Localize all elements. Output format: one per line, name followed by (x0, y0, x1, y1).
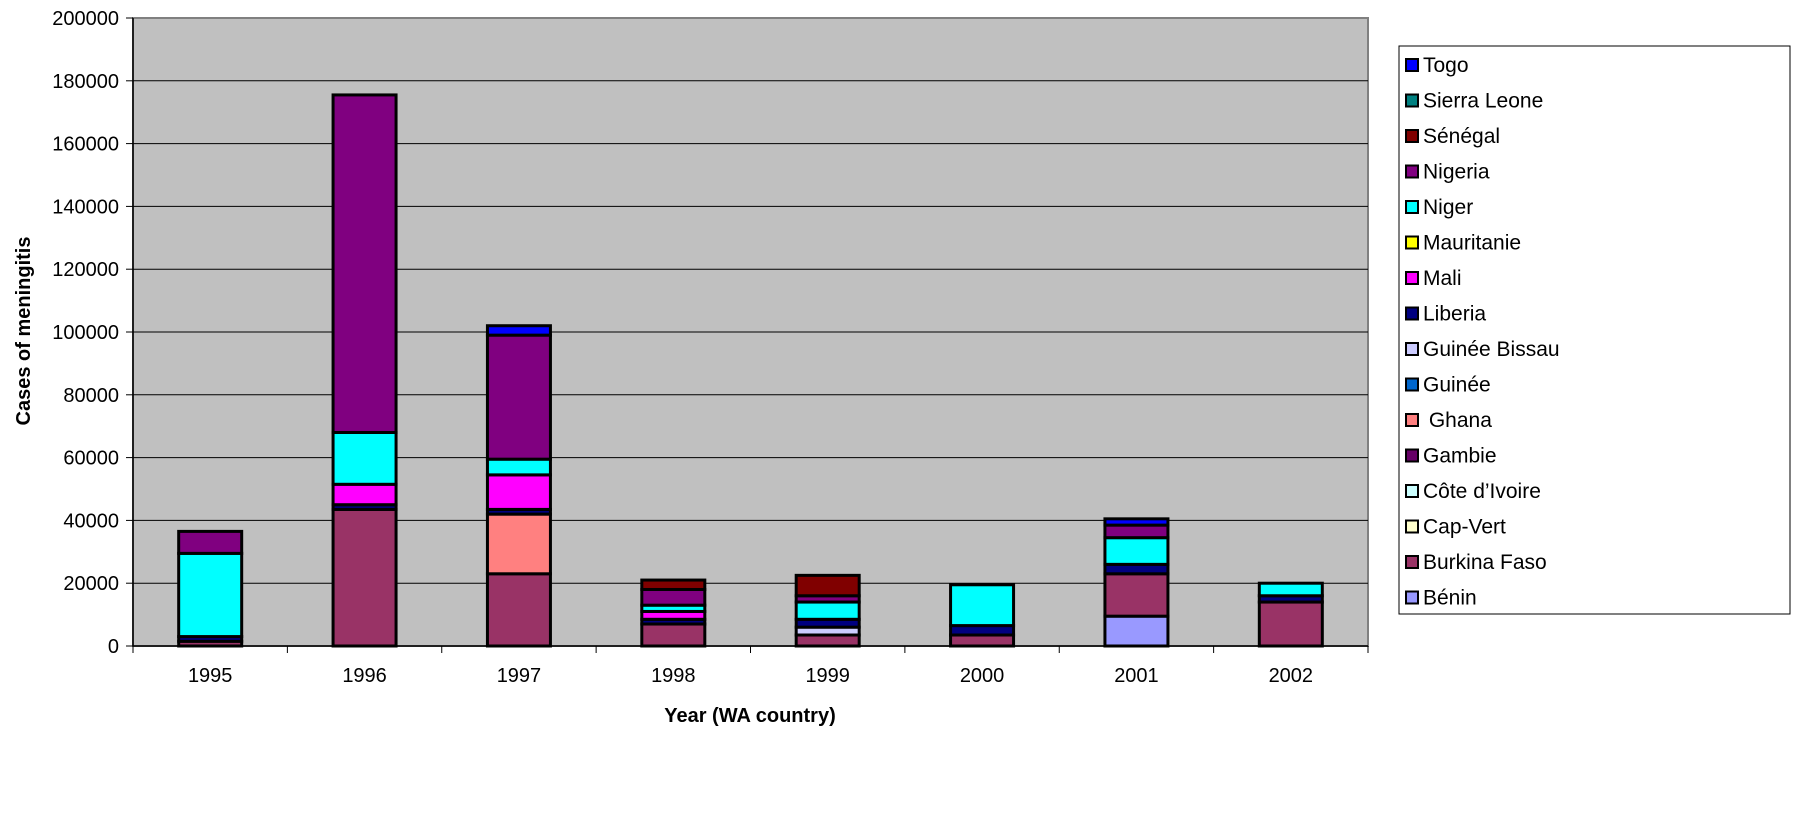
bar-1997-burkina-faso (485, 572, 552, 648)
bar-1996-burkina-faso (331, 507, 398, 648)
bar-2001-burkina-faso (1103, 572, 1170, 618)
legend-label-burkina-faso: Burkina Faso (1423, 551, 1547, 574)
y-tick-label-120000: 120000 (52, 259, 119, 281)
legend-label-guin-e-bissau: Guinée Bissau (1423, 338, 1560, 361)
bar-2000-burkina-faso (949, 633, 1016, 648)
bar-2001-b-nin (1103, 614, 1170, 648)
bar-1997-niger (485, 457, 552, 477)
y-axis-title: Cases of meningitis (13, 237, 35, 426)
legend-label-cap-vert: Cap-Vert (1423, 516, 1506, 539)
y-tick-label-200000: 200000 (52, 8, 119, 30)
bar-1997-nigeria (485, 333, 552, 461)
x-tick-label-1998: 1998 (651, 665, 696, 687)
bar-1996-nigeria (331, 93, 398, 434)
y-tick-label-20000: 20000 (63, 573, 119, 595)
x-tick-labels: 1995 1996 1997 1998 1999 2000 2001 2002 (132, 646, 1369, 687)
y-tick-label-0: 0 (108, 636, 119, 658)
legend-swatch-mali (1405, 271, 1419, 285)
bar-1999-burkina-faso (794, 633, 861, 648)
bar-1998-s-n-gal (640, 578, 707, 591)
legend-swatch-burkina-faso (1405, 555, 1419, 569)
legend-swatch-liberia (1405, 306, 1419, 321)
legend-label-gambie: Gambie (1423, 445, 1497, 468)
x-tick-label-1995: 1995 (188, 665, 233, 687)
bar-2001-nigeria (1103, 523, 1170, 540)
bar-1998-burkina-faso (640, 622, 707, 648)
bar-1995-nigeria (177, 529, 244, 555)
legend-swatch-niger (1405, 200, 1419, 214)
bar-1999-niger (794, 600, 861, 621)
bar-1995-niger (177, 551, 244, 639)
legend-swatch-gambie (1405, 448, 1419, 463)
legend-swatch-ghana (1405, 413, 1419, 427)
y-tick-label-140000: 140000 (52, 196, 119, 218)
x-tick-label-2001: 2001 (1114, 665, 1159, 687)
legend-label-b-nin: Bénin (1423, 587, 1477, 610)
x-tick-label-2000: 2000 (960, 665, 1005, 687)
legend-swatch-sierra-leone (1405, 93, 1419, 108)
legend-label-mali: Mali (1423, 267, 1462, 290)
x-tick-label-2002: 2002 (1269, 665, 1314, 687)
legend-swatch-c-te-d-ivoire (1405, 484, 1419, 498)
bar-2001-togo (1103, 517, 1170, 527)
legend-label-guin-e: Guinée (1423, 374, 1491, 397)
legend-label-s-n-gal: Sénégal (1423, 125, 1500, 148)
y-tick-labels: 0 20000 40000 60000 80000 100000 120000 140000 1… (52, 8, 133, 658)
bars (177, 93, 1324, 648)
legend-label-ghana: Ghana (1423, 409, 1492, 432)
legend: Togo Sierra Leone Sénégal Nigeria Niger Mauri… (1398, 45, 1791, 615)
y-tick-label-40000: 40000 (63, 510, 119, 532)
bar-1997-mali (485, 473, 552, 511)
legend-swatch-b-nin (1405, 590, 1419, 605)
legend-swatch-s-n-gal (1405, 129, 1419, 143)
bar-2001-niger (1103, 536, 1170, 566)
bar-1999-s-n-gal (794, 573, 861, 598)
bar-1996-mali (331, 482, 398, 507)
bar-1998-nigeria (640, 587, 707, 607)
legend-label-liberia: Liberia (1423, 303, 1486, 326)
legend-label-nigeria: Nigeria (1423, 161, 1490, 184)
y-tick-label-80000: 80000 (63, 385, 119, 407)
y-tick-label-160000: 160000 (52, 134, 119, 156)
y-tick-label-180000: 180000 (52, 71, 119, 93)
bar-2002-burkina-faso (1257, 600, 1324, 648)
bar-2000-niger (949, 583, 1016, 628)
x-tick-label-1997: 1997 (497, 665, 542, 687)
bar-1997-togo (485, 324, 552, 337)
bar-1997-ghana (485, 512, 552, 576)
y-tick-label-100000: 100000 (52, 322, 119, 344)
legend-swatch-guin-e-bissau (1405, 342, 1419, 356)
x-tick-label-1996: 1996 (342, 665, 387, 687)
x-axis-title: Year (WA country) (664, 705, 836, 727)
legend-box (1398, 45, 1791, 615)
bar-1996-niger (331, 430, 398, 486)
bar-2002-niger (1257, 581, 1324, 598)
legend-label-niger: Niger (1423, 196, 1473, 219)
legend-label-mauritanie: Mauritanie (1423, 232, 1521, 255)
legend-label-c-te-d-ivoire: Côte d’Ivoire (1423, 480, 1541, 503)
legend-swatch-cap-vert (1405, 519, 1419, 534)
legend-swatch-guin-e (1405, 377, 1419, 392)
legend-label-togo: Togo (1423, 54, 1469, 77)
y-tick-label-60000: 60000 (63, 448, 119, 470)
legend-swatch-nigeria (1405, 164, 1419, 179)
x-tick-label-1999: 1999 (805, 665, 850, 687)
legend-label-sierra-leone: Sierra Leone (1423, 90, 1543, 113)
legend-swatch-mauritanie (1405, 235, 1419, 250)
legend-swatch-togo (1405, 58, 1419, 72)
